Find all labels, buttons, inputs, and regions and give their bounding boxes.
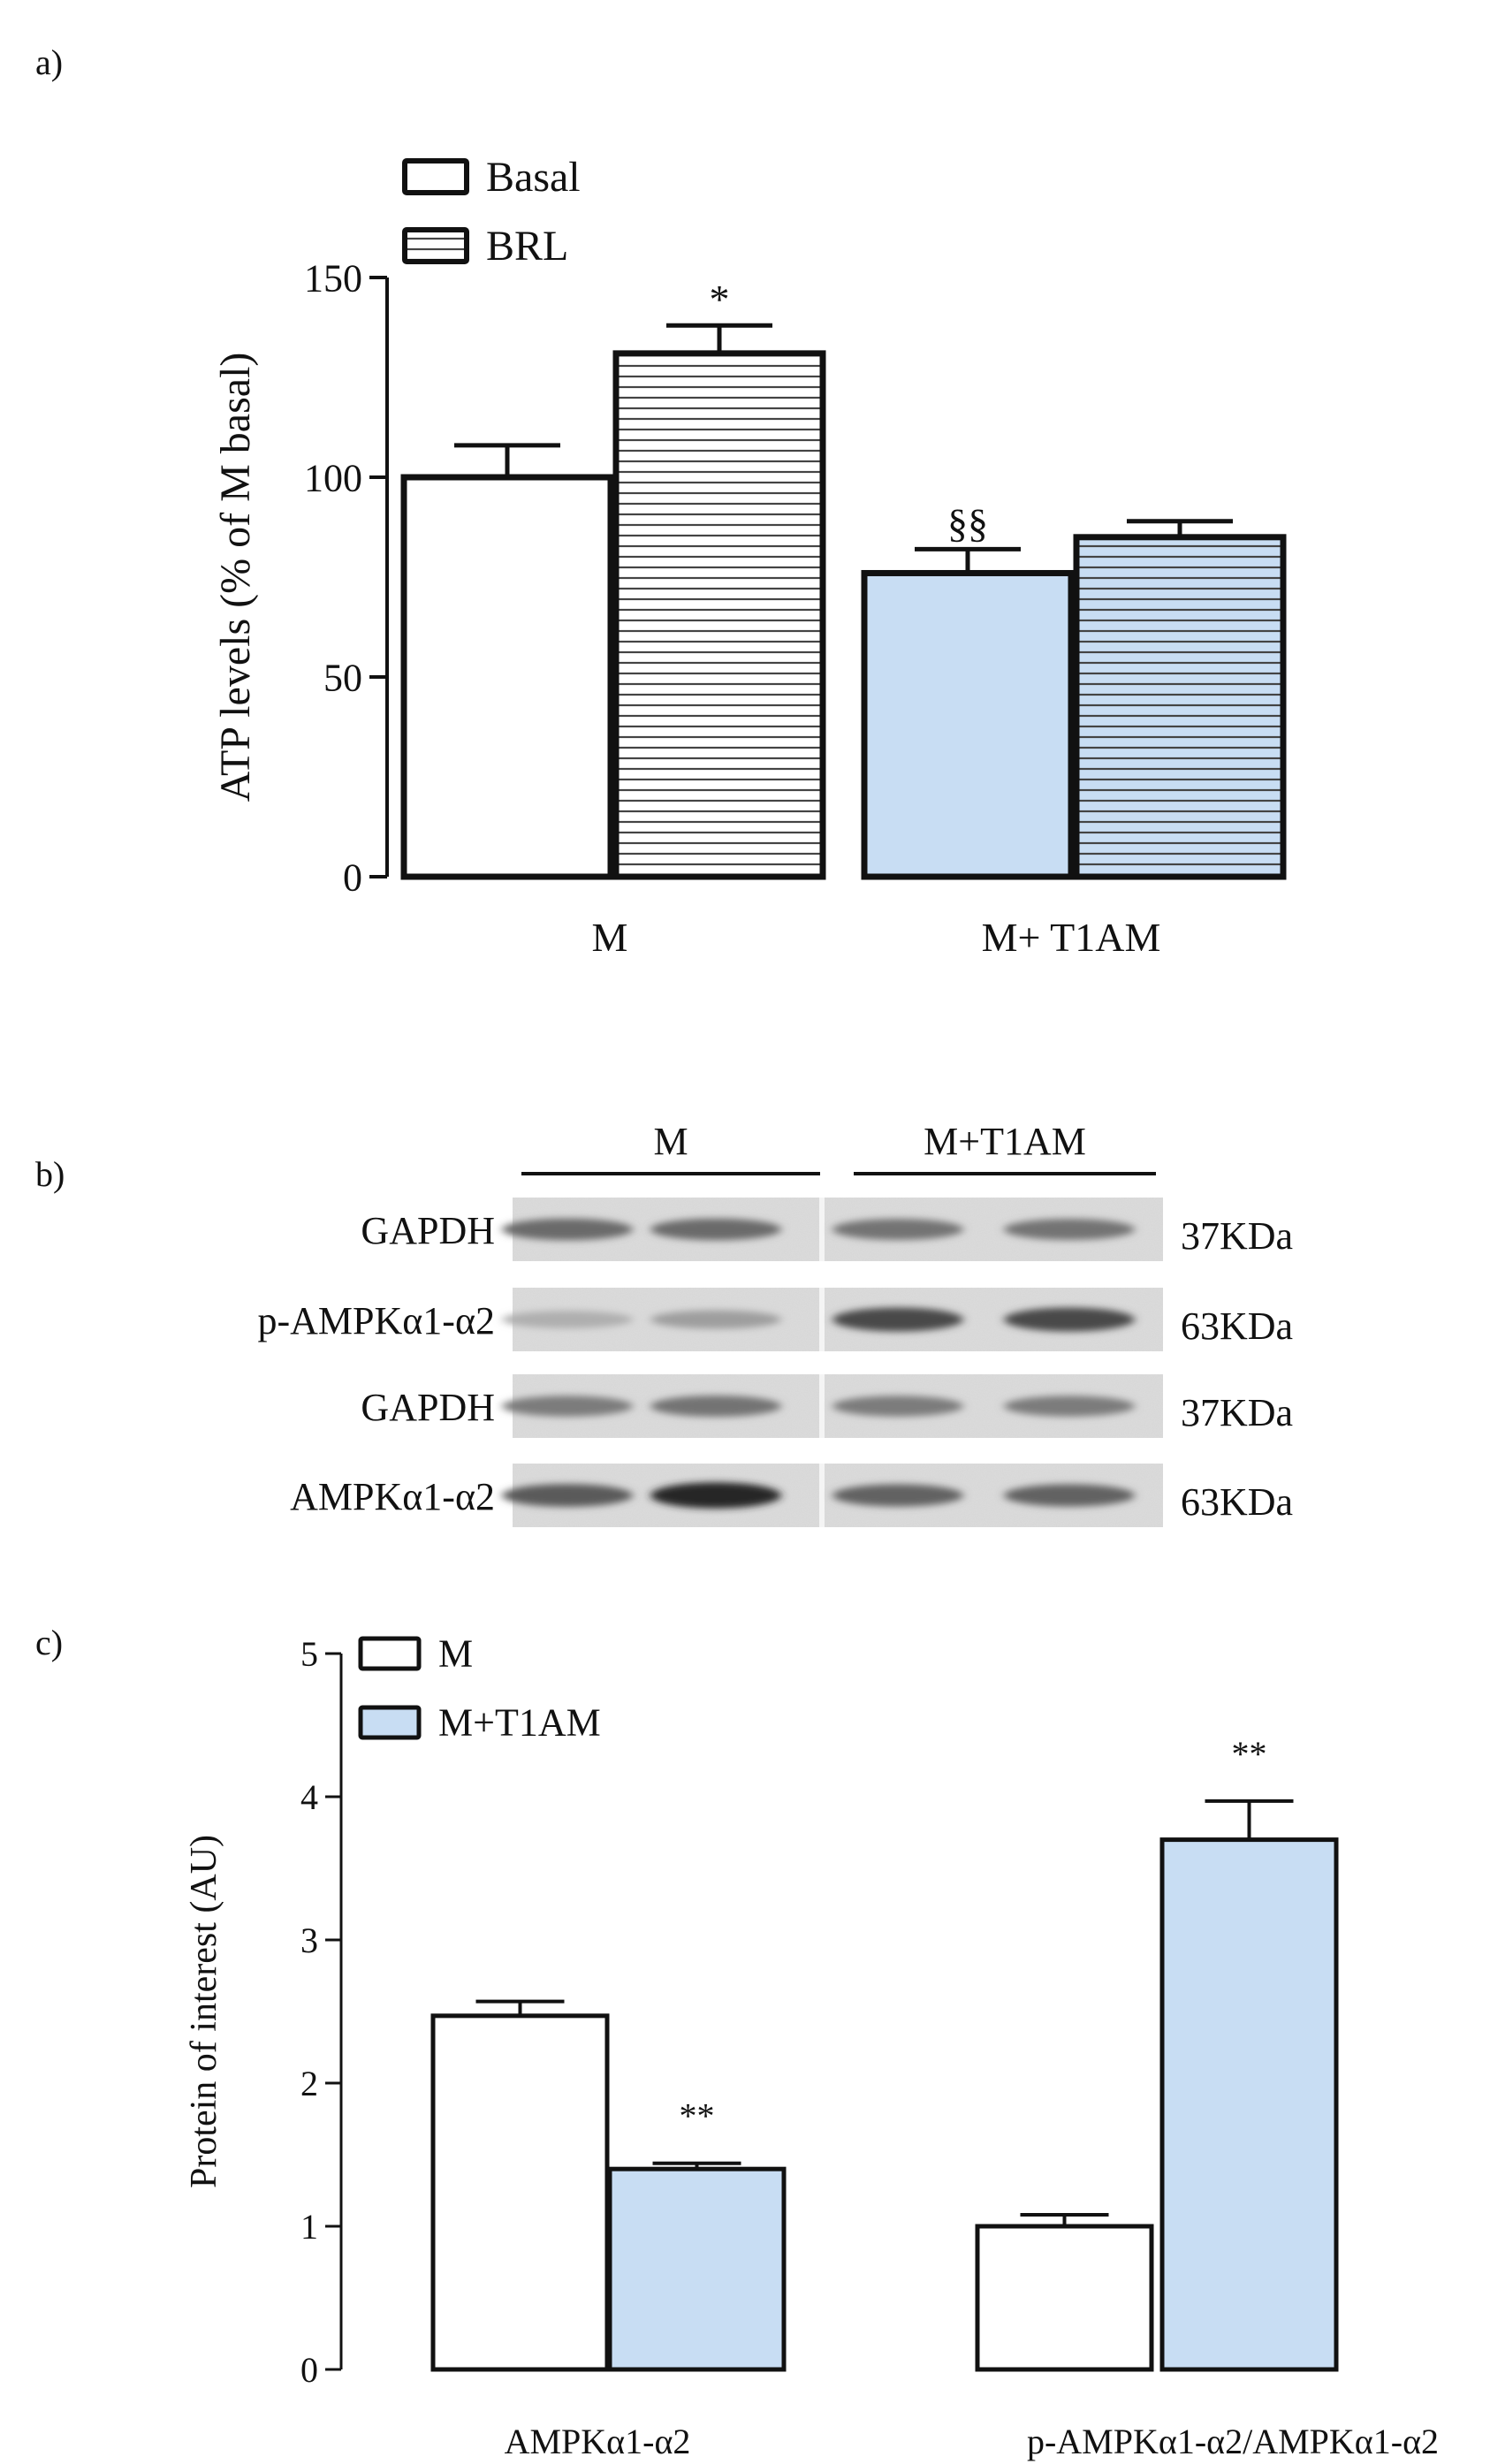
significance-label: **	[1232, 1734, 1267, 1774]
blot-band	[832, 1484, 963, 1507]
blot-mw-label: 63KDa	[1181, 1480, 1293, 1524]
blot-protein-label: p-AMPKα1-α2	[257, 1299, 495, 1342]
blot-band	[1004, 1307, 1135, 1332]
legend-label: M	[438, 1632, 473, 1676]
blot-strip	[502, 1198, 1163, 1261]
category-label: M+ T1AM	[982, 915, 1161, 960]
blot-band	[832, 1307, 963, 1332]
panel-label-a: a)	[35, 42, 63, 82]
y-tick-label: 5	[300, 1634, 318, 1674]
blot-band	[502, 1484, 633, 1507]
legend-label: Basal	[486, 154, 581, 201]
blot-band	[502, 1311, 633, 1328]
legend-swatch	[402, 227, 469, 264]
y-tick-label: 100	[304, 456, 362, 499]
bar	[430, 2013, 610, 2372]
bar	[1073, 534, 1287, 880]
blot-band	[1004, 1484, 1135, 1507]
blot-group-label: M+T1AM	[924, 1120, 1086, 1163]
blot-band	[832, 1219, 963, 1240]
bar	[607, 2166, 787, 2372]
category-label: M	[592, 915, 628, 960]
blot-band	[502, 1218, 633, 1241]
panel-label-c: c)	[35, 1623, 63, 1662]
blot-strip	[502, 1288, 1163, 1351]
blot-strip	[502, 1464, 1163, 1527]
legend-swatch	[358, 1705, 422, 1740]
y-tick-label: 2	[300, 2064, 318, 2103]
category-label: p-AMPKα1-α2/AMPKα1-α2	[1027, 2422, 1439, 2461]
western-blot: M M+T1AM GAPDH 37KDa p-AMPKα1-α2 63KDa GAPDH 37…	[257, 1120, 1293, 1527]
bar	[1159, 1837, 1339, 2372]
y-tick-label: 3	[300, 1920, 318, 1960]
legend-swatch	[402, 158, 469, 195]
y-tick-label: 1	[300, 2207, 318, 2247]
panel-label-b: b)	[35, 1154, 65, 1194]
blot-protein-label: GAPDH	[361, 1386, 495, 1429]
significance-label: *	[710, 277, 730, 322]
bar	[400, 474, 614, 880]
blot-strip	[502, 1374, 1163, 1438]
significance-label: **	[680, 2096, 715, 2136]
blot-band	[650, 1396, 781, 1417]
blot-band	[650, 1482, 781, 1509]
bar	[975, 2224, 1154, 2372]
blot-band	[832, 1396, 963, 1417]
significance-label: §§	[947, 500, 988, 545]
blot-group-label: M	[653, 1120, 688, 1163]
bar	[612, 350, 826, 880]
y-axis-label: ATP levels (% of M basal)	[212, 353, 259, 802]
blot-mw-label: 37KDa	[1181, 1391, 1293, 1434]
blot-band	[1004, 1219, 1135, 1240]
blot-band	[1004, 1396, 1135, 1417]
blot-band	[650, 1310, 781, 1329]
legend-label: M+T1AM	[438, 1701, 601, 1745]
y-tick-label: 4	[300, 1777, 318, 1817]
bar	[861, 569, 1075, 880]
blot-band	[650, 1218, 781, 1241]
y-axis-label: Protein of interest (AU)	[184, 1835, 224, 2188]
atp-bar-chart: 0 50 100 150 ATP levels (% of M basal) * §§ M M+…	[212, 154, 1287, 960]
y-tick-label: 0	[300, 2350, 318, 2390]
y-tick-label: 50	[323, 656, 362, 699]
protein-bar-chart: 0 1 2 3 4 5 Protein of interest (AU) ** ** AMPKα1…	[184, 1632, 1439, 2461]
blot-mw-label: 37KDa	[1181, 1214, 1293, 1258]
category-label: AMPKα1-α2	[505, 2422, 691, 2461]
blot-mw-label: 63KDa	[1181, 1304, 1293, 1348]
blot-protein-label: AMPKα1-α2	[290, 1475, 495, 1518]
legend-label: BRL	[486, 223, 568, 270]
y-tick-label: 150	[304, 256, 362, 300]
y-tick-label: 0	[343, 856, 362, 899]
blot-band	[502, 1396, 633, 1417]
legend-swatch	[358, 1636, 422, 1671]
blot-protein-label: GAPDH	[361, 1209, 495, 1252]
